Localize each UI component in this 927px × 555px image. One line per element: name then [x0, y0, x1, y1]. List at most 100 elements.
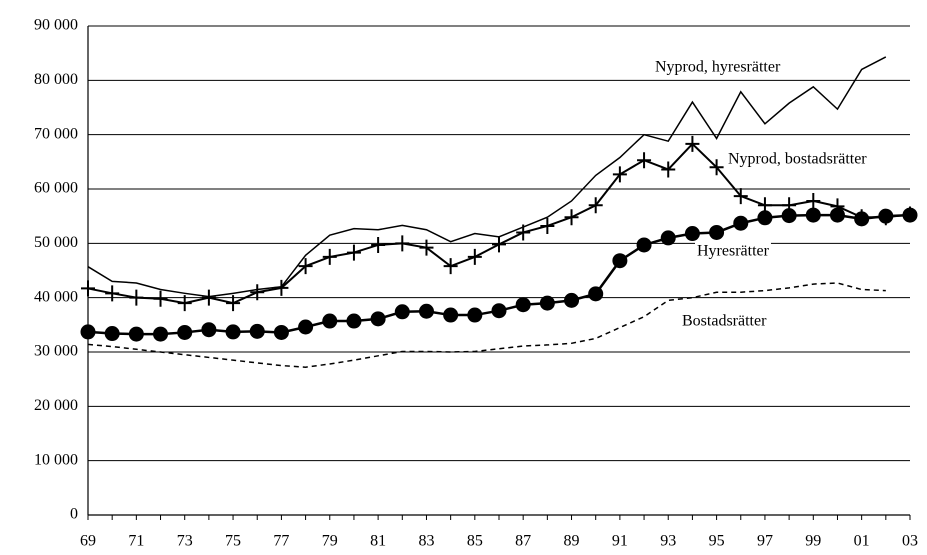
marker: [298, 258, 313, 275]
marker: [902, 207, 918, 223]
marker: [371, 236, 386, 253]
marker: [81, 280, 95, 297]
marker: [467, 248, 482, 265]
marker: [806, 192, 821, 209]
marker: [370, 311, 386, 327]
series-label: Bostadsrätter: [682, 313, 767, 330]
marker: [588, 197, 603, 214]
x-tick-label: 75: [225, 533, 241, 550]
marker: [540, 217, 555, 234]
label-bg: [695, 242, 771, 262]
y-tick-label: 20 000: [34, 397, 78, 414]
marker: [201, 322, 217, 338]
series-line: [87, 56, 887, 298]
x-tick-label: 77: [273, 533, 289, 550]
marker: [226, 295, 241, 312]
marker: [418, 303, 434, 319]
marker: [636, 237, 652, 253]
y-tick-label: 80 000: [34, 71, 78, 88]
x-tick-label: 99: [805, 533, 821, 550]
x-tick-label: 93: [660, 533, 676, 550]
marker: [854, 211, 870, 227]
y-tick-label: 90 000: [34, 17, 78, 34]
marker: [298, 319, 314, 335]
marker: [733, 215, 749, 231]
y-tick-label: 50 000: [34, 234, 78, 251]
marker: [492, 236, 506, 253]
marker: [612, 166, 627, 183]
marker: [322, 313, 338, 329]
marker: [515, 297, 531, 313]
marker: [225, 324, 241, 340]
x-tick-label: 91: [612, 533, 628, 550]
marker: [684, 226, 700, 242]
marker: [661, 161, 676, 178]
marker: [467, 307, 483, 323]
marker: [588, 286, 604, 302]
marker: [346, 244, 361, 261]
marker: [733, 188, 748, 205]
x-tick-label: 83: [418, 533, 434, 550]
x-tick-label: 69: [80, 533, 96, 550]
marker: [637, 152, 652, 169]
marker: [878, 208, 894, 224]
marker: [757, 210, 773, 226]
x-tick-label: 89: [564, 533, 580, 550]
marker: [274, 279, 289, 296]
marker: [443, 258, 458, 275]
series-label: Nyprod, bostadsrätter: [728, 151, 867, 168]
marker: [129, 289, 144, 306]
marker: [128, 326, 144, 342]
x-tick-label: 81: [370, 533, 386, 550]
series-label: Hyresrätter: [697, 243, 770, 260]
marker: [516, 224, 531, 241]
marker: [660, 230, 676, 246]
marker: [805, 207, 821, 223]
x-tick-label: 95: [709, 533, 725, 550]
marker: [539, 295, 555, 311]
x-tick-label: 01: [854, 533, 870, 550]
marker: [395, 235, 410, 252]
marker: [80, 324, 96, 340]
marker: [443, 307, 459, 323]
marker: [201, 289, 216, 306]
marker: [153, 326, 169, 342]
marker: [105, 285, 120, 302]
y-tick-label: 40 000: [34, 288, 78, 305]
marker: [322, 248, 337, 265]
y-tick-label: 70 000: [34, 125, 78, 142]
marker: [781, 208, 797, 224]
y-tick-label: 30 000: [34, 343, 78, 360]
marker: [685, 135, 700, 152]
marker: [104, 326, 120, 342]
y-tick-label: 10 000: [34, 451, 78, 468]
x-tick-label: 97: [757, 533, 773, 550]
marker: [709, 159, 724, 176]
x-tick-label: 79: [322, 533, 338, 550]
x-tick-label: 73: [177, 533, 193, 550]
label-bg: [680, 312, 769, 332]
marker: [249, 323, 265, 339]
marker: [153, 290, 168, 307]
marker: [564, 292, 580, 308]
marker: [177, 324, 193, 340]
series-label: Nyprod, hyresrätter: [655, 59, 781, 76]
marker: [250, 284, 265, 301]
x-tick-label: 03: [902, 533, 918, 550]
marker: [177, 295, 192, 312]
marker: [273, 324, 289, 340]
x-tick-label: 85: [467, 533, 483, 550]
x-tick-label: 87: [515, 533, 531, 550]
y-tick-label: 0: [70, 506, 78, 523]
marker: [564, 209, 579, 226]
marker: [612, 253, 628, 269]
series-line: [87, 282, 886, 368]
marker: [491, 303, 507, 319]
marker: [346, 313, 362, 329]
marker: [829, 207, 845, 223]
marker: [419, 239, 434, 256]
x-tick-label: 71: [128, 533, 144, 550]
label-bg: [653, 58, 783, 78]
marker: [394, 304, 410, 320]
